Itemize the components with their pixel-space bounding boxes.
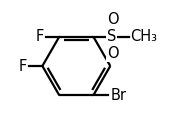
Text: Br: Br (110, 88, 126, 103)
Text: O: O (107, 46, 119, 61)
Text: CH₃: CH₃ (130, 29, 158, 44)
Text: S: S (107, 29, 116, 44)
Text: F: F (19, 58, 27, 74)
Text: O: O (107, 12, 119, 27)
Text: F: F (36, 29, 44, 44)
